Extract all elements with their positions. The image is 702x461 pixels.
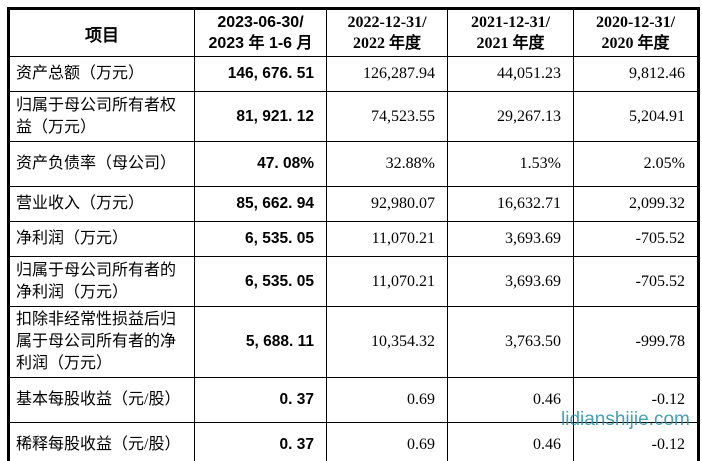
row-label: 资产总额（万元） [8, 56, 195, 92]
value-cell: 16,632.71 [447, 186, 574, 222]
table-row: 归属于母公司所有者权益（万元） 81, 921. 12 74,523.55 29,26… [8, 91, 699, 142]
table-row: 基本每股收益（元/股） 0. 37 0.69 0.46 -0.12 [8, 377, 699, 423]
table-row: 营业收入（万元） 85, 662. 94 92,980.07 16,632.71 2,0… [8, 186, 699, 222]
value-cell: -705.52 [573, 221, 699, 257]
column-header-period-2020: 2020-12-31/ 2020 年度 [573, 8, 699, 57]
table-body: 资产总额（万元） 146, 676. 51 126,287.94 44,051.23 9… [8, 56, 699, 461]
value-cell: 0.69 [326, 422, 448, 461]
row-label: 归属于母公司所有者的净利润（万元） [8, 256, 195, 307]
value-cell: 6, 535. 05 [194, 221, 327, 257]
value-cell: 11,070.21 [326, 221, 448, 257]
value-cell: 3,693.69 [447, 221, 574, 257]
period-label: 2022 年度 [352, 35, 421, 52]
period-date: 2021-12-31/ [470, 14, 551, 31]
value-cell: 126,287.94 [326, 56, 448, 92]
table-row: 稀释每股收益（元/股） 0. 37 0.69 0.46 -0.12 [8, 422, 699, 461]
table-header-row: 项目 2023-06-30/ 2023 年 1-6 月 2022-12-31/ … [8, 8, 699, 57]
row-label: 稀释每股收益（元/股） [8, 422, 195, 461]
value-cell: 146, 676. 51 [194, 56, 327, 92]
value-cell: 32.88% [326, 141, 448, 187]
value-cell: -0.12 [573, 377, 699, 423]
table-row: 归属于母公司所有者的净利润（万元） 6, 535. 05 11,070.21 3,69… [8, 256, 699, 307]
value-cell: 5, 688. 11 [194, 306, 327, 378]
value-cell: 0.46 [447, 377, 574, 423]
period-date: 2020-12-31/ [595, 14, 676, 31]
value-cell: -999.78 [573, 306, 699, 378]
period-label: 2020 年度 [601, 35, 670, 52]
value-cell: -705.52 [573, 256, 699, 307]
value-cell: 3,693.69 [447, 256, 574, 307]
value-cell: 85, 662. 94 [194, 186, 327, 222]
period-date: 2023-06-30/ [217, 14, 304, 31]
value-cell: 92,980.07 [326, 186, 448, 222]
table-row: 资产负债率（母公司） 47. 08% 32.88% 1.53% 2.05% [8, 141, 699, 187]
financial-table: 项目 2023-06-30/ 2023 年 1-6 月 2022-12-31/ … [7, 7, 700, 461]
period-label: 2023 年 1-6 月 [208, 35, 313, 52]
value-cell: 10,354.32 [326, 306, 448, 378]
value-cell: 5,204.91 [573, 91, 699, 142]
row-label: 基本每股收益（元/股） [8, 377, 195, 423]
column-header-period-2023: 2023-06-30/ 2023 年 1-6 月 [194, 8, 327, 57]
column-header-item: 项目 [8, 8, 195, 57]
value-cell: 11,070.21 [326, 256, 448, 307]
table-row: 净利润（万元） 6, 535. 05 11,070.21 3,693.69 -705.5… [8, 221, 699, 257]
value-cell: 0.69 [326, 377, 448, 423]
row-label: 营业收入（万元） [8, 186, 195, 222]
value-cell: 0. 37 [194, 377, 327, 423]
value-cell: 74,523.55 [326, 91, 448, 142]
value-cell: 81, 921. 12 [194, 91, 327, 142]
column-header-period-2021: 2021-12-31/ 2021 年度 [447, 8, 574, 57]
value-cell: 44,051.23 [447, 56, 574, 92]
table-row: 资产总额（万元） 146, 676. 51 126,287.94 44,051.23 9… [8, 56, 699, 92]
value-cell: 29,267.13 [447, 91, 574, 142]
value-cell: 3,763.50 [447, 306, 574, 378]
row-label: 扣除非经常性损益后归属于母公司所有者的净利润（万元） [8, 306, 195, 378]
value-cell: 2.05% [573, 141, 699, 187]
row-label: 归属于母公司所有者权益（万元） [8, 91, 195, 142]
value-cell: 47. 08% [194, 141, 327, 187]
row-label: 净利润（万元） [8, 221, 195, 257]
value-cell: 6, 535. 05 [194, 256, 327, 307]
column-header-period-2022: 2022-12-31/ 2022 年度 [326, 8, 448, 57]
value-cell: 2,099.32 [573, 186, 699, 222]
period-label: 2021 年度 [476, 35, 545, 52]
table-row: 扣除非经常性损益后归属于母公司所有者的净利润（万元） 5, 688. 11 10,3… [8, 306, 699, 378]
value-cell: 9,812.46 [573, 56, 699, 92]
value-cell: 0.46 [447, 422, 574, 461]
value-cell: 0. 37 [194, 422, 327, 461]
period-date: 2022-12-31/ [347, 14, 427, 31]
value-cell: -0.12 [573, 422, 699, 461]
row-label: 资产负债率（母公司） [8, 141, 195, 187]
value-cell: 1.53% [447, 141, 574, 187]
